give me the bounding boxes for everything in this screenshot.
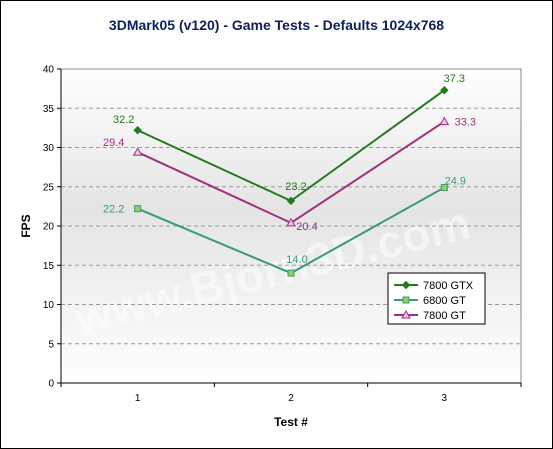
legend: 7800 GTX 6800 GT 7800 GT bbox=[387, 272, 486, 325]
data-point bbox=[440, 184, 448, 192]
data-label: 20.4 bbox=[296, 221, 317, 233]
legend-marker bbox=[402, 296, 410, 304]
series-7800-gt: 29.4 20.4 33.3 bbox=[103, 116, 476, 233]
legend-entry: 7800 GTX bbox=[394, 280, 474, 292]
y-tick-label: 40 bbox=[43, 65, 55, 76]
x-tick-label: 1 bbox=[135, 393, 141, 404]
legend-entry: 6800 GT bbox=[394, 295, 466, 307]
legend-label: 7800 GT bbox=[423, 310, 466, 322]
x-axis-ticks: 1 2 3 bbox=[60, 383, 522, 404]
data-point bbox=[439, 116, 450, 126]
data-label: 33.3 bbox=[455, 117, 476, 129]
legend-label: 6800 GT bbox=[423, 295, 466, 307]
data-label: 24.9 bbox=[445, 176, 466, 188]
y-tick-label: 15 bbox=[43, 261, 55, 272]
y-tick-label: 25 bbox=[43, 182, 55, 193]
data-point bbox=[440, 85, 449, 95]
data-point bbox=[286, 196, 296, 206]
x-axis-title: Test # bbox=[274, 415, 308, 429]
y-tick-label: 0 bbox=[48, 379, 54, 390]
data-label: 23.2 bbox=[285, 181, 306, 193]
x-tick-label: 2 bbox=[288, 393, 294, 404]
y-tick-label: 10 bbox=[43, 300, 55, 311]
legend-entry: 7800 GT bbox=[394, 309, 466, 322]
legend-marker bbox=[401, 280, 411, 290]
x-tick-label: 3 bbox=[442, 393, 448, 404]
data-label: 22.2 bbox=[103, 204, 124, 216]
y-axis-title: FPS bbox=[19, 214, 33, 237]
data-label: 14.0 bbox=[286, 254, 307, 266]
data-point bbox=[133, 126, 142, 135]
y-tick-label: 30 bbox=[43, 143, 55, 154]
data-point bbox=[287, 269, 295, 277]
data-label: 32.2 bbox=[113, 114, 134, 126]
data-point bbox=[132, 147, 143, 156]
legend-label: 7800 GTX bbox=[423, 280, 474, 292]
series-6800-gt: 22.2 14.0 24.9 bbox=[103, 176, 466, 277]
data-label: 29.4 bbox=[103, 137, 124, 149]
series-7800-gtx: 32.2 23.2 37.3 bbox=[113, 73, 465, 206]
chart-title: 3DMark05 (v120) - Game Tests - Defaults … bbox=[108, 17, 445, 33]
y-tick-label: 20 bbox=[43, 222, 55, 233]
data-label: 37.3 bbox=[444, 73, 465, 85]
data-point bbox=[134, 205, 142, 213]
data-point bbox=[286, 217, 296, 227]
series-layer: 32.2 23.2 37.3 22.2 14.0 24.9 29.4 20.4 33.3 bbox=[103, 73, 476, 277]
y-axis-ticks: 0 5 10 15 20 25 30 35 40 bbox=[43, 65, 61, 390]
y-tick-label: 35 bbox=[43, 104, 55, 115]
legend-marker bbox=[401, 309, 411, 319]
y-tick-label: 5 bbox=[48, 339, 54, 350]
